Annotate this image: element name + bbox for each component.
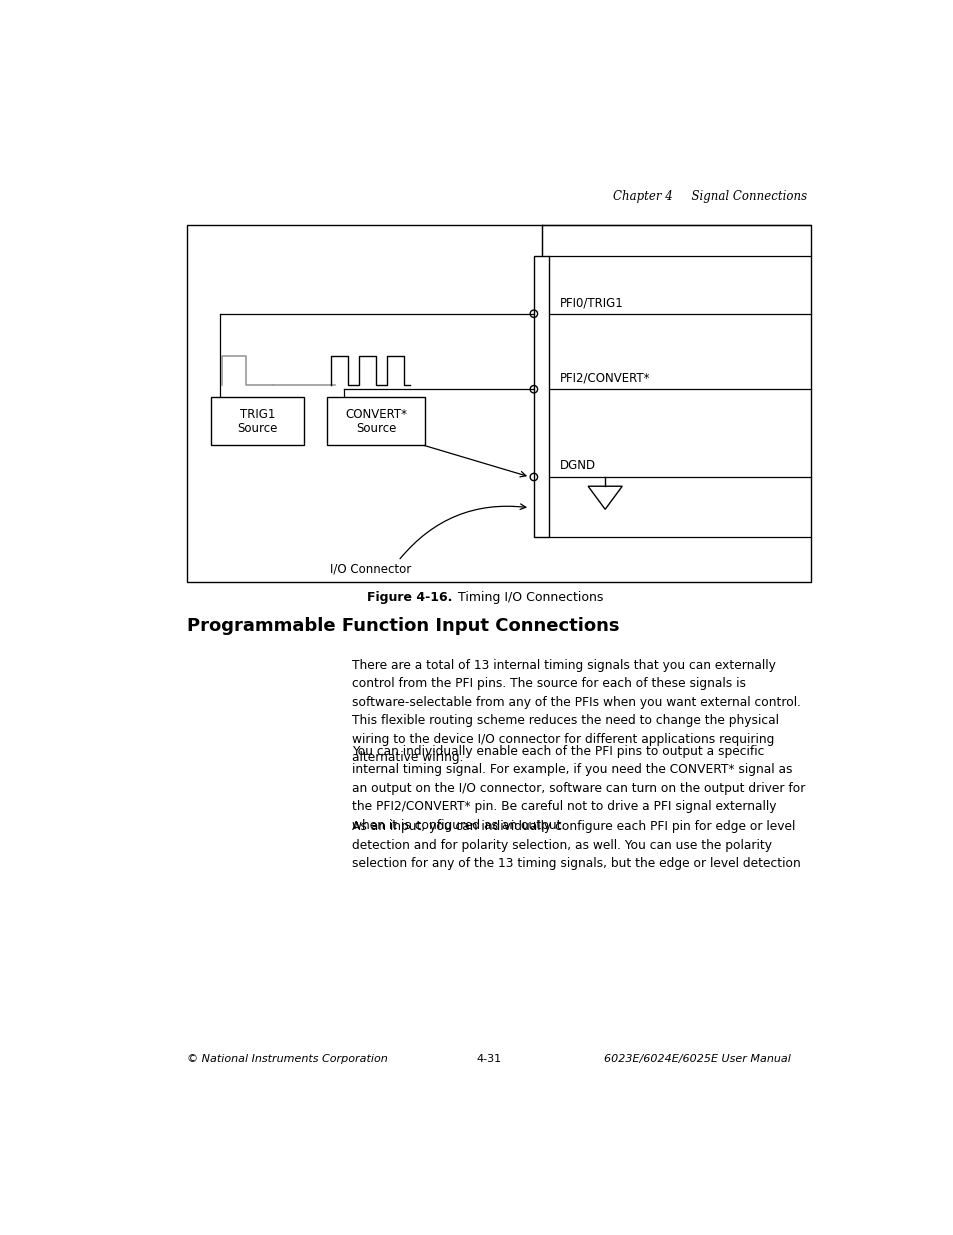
Text: There are a total of 13 internal timing signals that you can externally
control : There are a total of 13 internal timing … [352, 658, 800, 764]
Text: CONVERT*: CONVERT* [345, 408, 407, 421]
Text: As an input, you can individually configure each PFI pin for edge or level
detec: As an input, you can individually config… [352, 820, 800, 871]
Polygon shape [587, 487, 621, 509]
Text: 4-31: 4-31 [476, 1055, 501, 1065]
Text: Chapter 4     Signal Connections: Chapter 4 Signal Connections [613, 190, 806, 204]
Text: © National Instruments Corporation: © National Instruments Corporation [187, 1055, 388, 1065]
Text: Source: Source [355, 422, 395, 435]
Text: Programmable Function Input Connections: Programmable Function Input Connections [187, 618, 619, 635]
Text: Source: Source [236, 422, 277, 435]
Bar [327, 396, 425, 445]
Text: 6023E/6024E/6025E User Manual: 6023E/6024E/6025E User Manual [603, 1055, 790, 1065]
Text: You can individually enable each of the PFI pins to output a specific
internal t: You can individually enable each of the … [352, 745, 804, 832]
Text: TRIG1: TRIG1 [239, 408, 274, 421]
Text: Timing I/O Connections: Timing I/O Connections [454, 590, 603, 604]
Text: PFI2/CONVERT*: PFI2/CONVERT* [558, 372, 649, 384]
Bar [187, 225, 810, 582]
Text: Figure 4-16.: Figure 4-16. [367, 590, 452, 604]
Bar [211, 396, 303, 445]
Text: I/O Connector: I/O Connector [330, 562, 412, 576]
Text: DGND: DGND [558, 459, 595, 472]
Bar [534, 256, 549, 537]
Text: PFI0/TRIG1: PFI0/TRIG1 [558, 296, 622, 309]
